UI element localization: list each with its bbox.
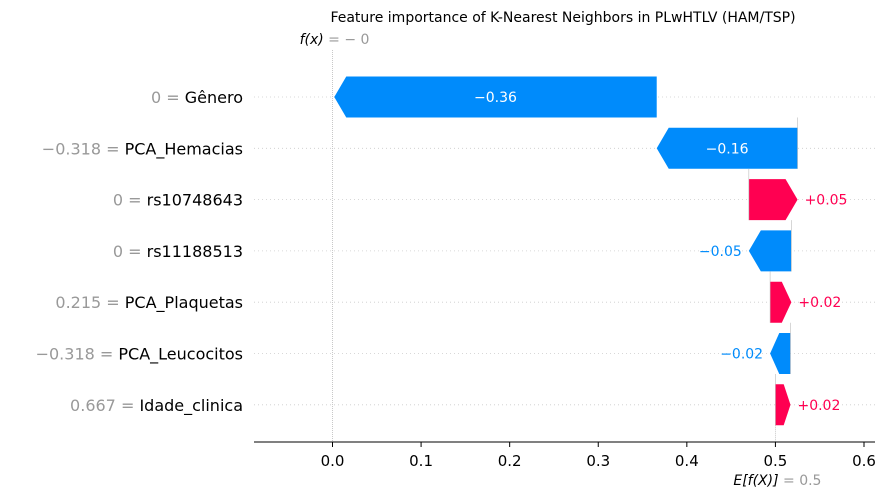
fx-label: f(x) = − 0 xyxy=(300,32,370,48)
x-tick-label: 0.5 xyxy=(763,452,787,470)
feature-labels: 0 = Gênero −0.318 = PCA_Hemacias 0 = rs107… xyxy=(36,88,243,416)
x-tick-label: 0.4 xyxy=(675,452,699,470)
x-tick-label: 0.6 xyxy=(852,452,876,470)
base-value-label: E[f(X)] = 0.5 xyxy=(733,473,821,489)
bar-negative xyxy=(748,230,792,272)
x-tick-label: 0.1 xyxy=(409,452,433,470)
bar-value-label: −0.16 xyxy=(706,141,749,157)
bar-negative xyxy=(770,333,791,374)
bar-positive xyxy=(770,281,792,323)
feature-label: 0.667 = Idade_clinica xyxy=(70,396,243,416)
bar-value-label: −0.05 xyxy=(699,244,742,260)
bars: −0.36 −0.16 +0.05 −0.05 +0.02 −0.02 +0.02 xyxy=(334,76,848,426)
bar-value-label: −0.02 xyxy=(720,347,763,363)
x-axis: 0.0 0.1 0.2 0.3 0.4 0.5 0.6 E[f(X)] = 0.5 xyxy=(254,425,876,489)
feature-label: 0 = Gênero xyxy=(151,88,243,107)
feature-label: 0 = rs10748643 xyxy=(113,191,243,210)
bar-positive xyxy=(748,179,798,221)
feature-label: −0.318 = PCA_Hemacias xyxy=(42,139,243,159)
feature-label: 0.215 = PCA_Plaquetas xyxy=(55,293,243,313)
bar-positive xyxy=(775,384,791,426)
fx-annotation: f(x) = − 0 xyxy=(300,32,370,442)
bar-negative xyxy=(334,76,657,118)
x-tick-label: 0.2 xyxy=(498,452,522,470)
chart-title: Feature importance of K-Nearest Neighbor… xyxy=(330,10,795,26)
feature-label: 0 = rs11188513 xyxy=(113,242,243,261)
x-tick-label: 0.3 xyxy=(586,452,610,470)
bar-value-label: +0.02 xyxy=(798,295,841,311)
bar-negative xyxy=(656,127,798,169)
bar-value-label: −0.36 xyxy=(474,90,517,106)
bar-value-label: +0.02 xyxy=(797,398,840,414)
feature-label: −0.318 = PCA_Leucocitos xyxy=(36,345,243,365)
x-tick-label: 0.0 xyxy=(321,452,345,470)
bar-value-label: +0.05 xyxy=(805,193,848,209)
